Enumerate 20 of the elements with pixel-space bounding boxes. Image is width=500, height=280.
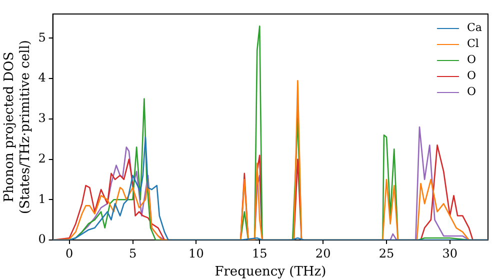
y-axis-title: Phonon projected DOS (States/THz·primitive cell) (2, 40, 33, 214)
y-tick-label: 0 (38, 232, 46, 246)
x-axis-title: Frequency (THz) (214, 264, 326, 280)
y-tick-label: 3 (38, 111, 46, 126)
x-tick-label: 30 (442, 246, 458, 260)
x-tick-label: 20 (315, 246, 331, 260)
y-tick-label: 4 (38, 70, 46, 85)
x-tick-label: 10 (188, 246, 204, 260)
x-tick-label: 5 (128, 246, 137, 260)
x-tick-label: 0 (66, 246, 74, 260)
y-tick-label: 2 (38, 151, 46, 166)
legend-label: Ca (467, 20, 482, 36)
y-tick-label: 1 (38, 192, 46, 206)
legend-label: O (467, 84, 476, 100)
legend-label: O (467, 52, 476, 68)
y-tick-label: 5 (38, 30, 46, 44)
legend-label: O (467, 68, 476, 84)
x-tick-label: 15 (252, 246, 268, 260)
legend-label: Cl (467, 36, 479, 52)
x-tick-label: 25 (378, 246, 394, 260)
